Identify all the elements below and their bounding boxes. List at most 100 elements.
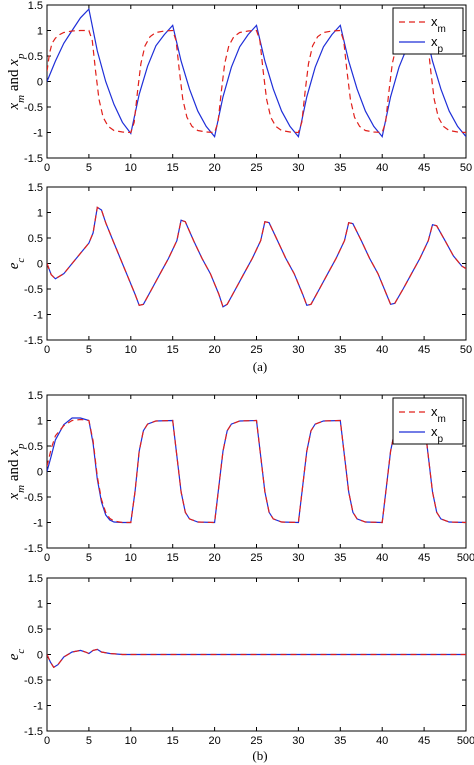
y-tick-label: -1.5: [24, 153, 43, 165]
x-tick-label: 40: [376, 735, 388, 747]
x-tick-label: 30: [292, 344, 304, 356]
y-tick-label: 0.5: [28, 233, 43, 245]
legend-label-base: x: [431, 34, 438, 49]
x-tick-label: 5: [86, 344, 92, 356]
y-tick-label: -0.5: [24, 284, 43, 296]
x-tick-label: 45: [418, 344, 430, 356]
x-tick-label: 50: [460, 344, 472, 356]
y-tick-label: 1: [37, 208, 43, 220]
y-tick-label: 0: [37, 650, 43, 662]
y-tick-label: 0: [37, 259, 43, 271]
x-tick-label: 30: [292, 735, 304, 747]
y-tick-label: 0: [37, 467, 43, 479]
y-axis-label-part: e: [6, 262, 22, 269]
x-tick-label: 45: [418, 552, 430, 564]
y-axis-label-part: x: [6, 102, 22, 110]
x-tick-label: 25: [250, 344, 262, 356]
x-tick-label: 25: [250, 162, 262, 174]
y-axis-label-part: x: [6, 59, 22, 67]
y-axis-label: xm and xp: [6, 443, 27, 500]
y-tick-label: 0: [37, 77, 43, 89]
caption-b: (b): [252, 748, 267, 763]
chart-panel-b-bottom: 0 5 10 15 20 25 30 35 40 45 500 1.5 1 0.5 0 -0.5 -1 -1.5 e…: [6, 573, 474, 747]
y-axis-label-subscript: m: [15, 95, 27, 103]
y-tick-label: -0.5: [24, 675, 43, 687]
legend-label-subscript: p: [438, 44, 444, 55]
x-tick-label: 5: [86, 552, 92, 564]
x-tick-label: 45: [418, 735, 430, 747]
y-axis-label-subscript: p: [15, 53, 27, 60]
chart-panel-a-bottom: 0 5 10 15 20 25 30 35 40 45 50 1.5 1 0.5 0 -0.5 -1 -1.5 ec: [6, 182, 472, 356]
x-tick-label: 15: [167, 344, 179, 356]
y-tick-label: -0.5: [24, 492, 43, 504]
x-tick-label: 25: [250, 735, 262, 747]
y-tick-label: -1.5: [24, 543, 43, 555]
y-tick-label: 0.5: [28, 624, 43, 636]
plot-frame: [46, 186, 467, 341]
chart-panel-a-top: 0 5 10 15 20 25 30 35 40 45 501.510.50-0.5-1-1.5xm…: [6, 0, 472, 174]
y-axis-label-part: x: [6, 449, 22, 457]
y-tick-label: -1: [33, 701, 43, 713]
x-tick-label: 10: [125, 552, 137, 564]
legend-label-base: x: [431, 404, 438, 419]
x-tick-label: 5: [86, 162, 92, 174]
legend-label-base: x: [431, 14, 438, 29]
x-tick-label: 500: [457, 735, 474, 747]
legend-box: [392, 397, 464, 445]
legend-label: xp: [431, 34, 444, 55]
y-axis-label-part: and: [6, 456, 22, 485]
x-tick-label: 50: [460, 162, 472, 174]
y-axis-label-part: x: [6, 492, 22, 500]
legend-label-subscript: m: [438, 414, 446, 425]
y-axis-label-subscript: c: [15, 258, 27, 263]
x-tick-label: 40: [376, 344, 388, 356]
x-tick-label: 15: [167, 552, 179, 564]
y-tick-label: -1.5: [24, 335, 43, 347]
y-tick-label: 1.5: [28, 573, 43, 585]
x-tick-label: 0: [44, 552, 50, 564]
x-tick-label: 35: [334, 552, 346, 564]
caption-a: (a): [253, 359, 267, 374]
x-tick-label: 15: [167, 735, 179, 747]
y-tick-label: -1.5: [24, 726, 43, 738]
legend-box: [392, 7, 464, 55]
x-tick-label: 15: [167, 162, 179, 174]
y-tick-label: 0.5: [28, 51, 43, 63]
y-axis-label-subscript: c: [15, 649, 27, 654]
y-tick-label: 1: [37, 416, 43, 428]
y-axis-label: ec: [6, 649, 27, 661]
x-tick-label: 35: [334, 162, 346, 174]
x-tick-label: 10: [125, 162, 137, 174]
y-axis-label-subscript: m: [15, 485, 27, 493]
y-tick-label: -1: [33, 518, 43, 530]
y-tick-label: -0.5: [24, 102, 43, 114]
series-line-red: [47, 206, 466, 308]
y-axis-label: xm and xp: [6, 53, 27, 110]
x-tick-label: 500: [457, 552, 474, 564]
x-tick-label: 40: [376, 552, 388, 564]
legend-label: xm: [431, 404, 446, 425]
x-tick-label: 0: [44, 344, 50, 356]
x-tick-label: 45: [418, 162, 430, 174]
y-tick-label: 0.5: [28, 441, 43, 453]
legend-label-base: x: [431, 424, 438, 439]
series-line-red: [47, 648, 466, 669]
series-line-x-p: [47, 7, 466, 138]
y-axis-label-part: and: [6, 66, 22, 95]
x-tick-label: 20: [208, 162, 220, 174]
x-tick-label: 20: [208, 344, 220, 356]
x-tick-label: 30: [292, 162, 304, 174]
y-tick-label: 1.5: [28, 0, 43, 12]
x-tick-label: 0: [44, 162, 50, 174]
x-tick-label: 20: [208, 552, 220, 564]
y-axis-label: ec: [6, 258, 27, 270]
x-tick-label: 35: [334, 344, 346, 356]
y-axis-label-part: e: [6, 653, 22, 660]
x-tick-label: 30: [292, 552, 304, 564]
y-tick-label: 1.5: [28, 182, 43, 194]
x-tick-label: 35: [334, 735, 346, 747]
x-tick-label: 5: [86, 735, 92, 747]
